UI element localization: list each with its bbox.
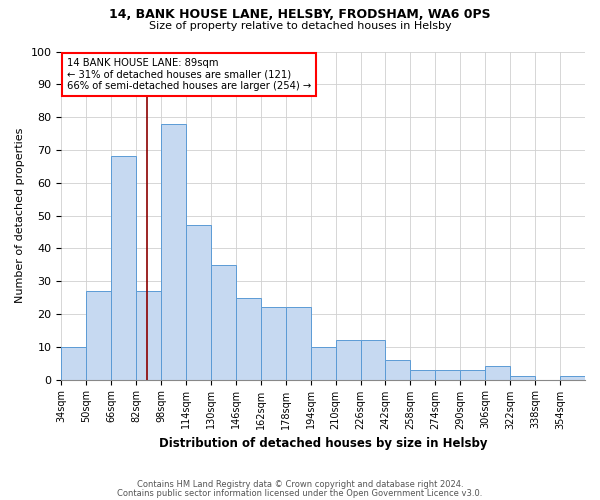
Text: Contains HM Land Registry data © Crown copyright and database right 2024.: Contains HM Land Registry data © Crown c… bbox=[137, 480, 463, 489]
Bar bbox=[460, 370, 485, 380]
Bar bbox=[361, 340, 385, 380]
Bar bbox=[385, 360, 410, 380]
Bar bbox=[510, 376, 535, 380]
Text: 14 BANK HOUSE LANE: 89sqm
← 31% of detached houses are smaller (121)
66% of semi: 14 BANK HOUSE LANE: 89sqm ← 31% of detac… bbox=[67, 58, 311, 92]
Bar bbox=[86, 291, 111, 380]
Bar bbox=[436, 370, 460, 380]
Bar bbox=[286, 308, 311, 380]
Bar bbox=[211, 264, 236, 380]
Bar bbox=[311, 347, 335, 380]
Bar bbox=[161, 124, 186, 380]
Bar bbox=[410, 370, 436, 380]
Bar bbox=[485, 366, 510, 380]
Text: Size of property relative to detached houses in Helsby: Size of property relative to detached ho… bbox=[149, 21, 451, 31]
Bar bbox=[186, 226, 211, 380]
Bar bbox=[111, 156, 136, 380]
Bar bbox=[261, 308, 286, 380]
X-axis label: Distribution of detached houses by size in Helsby: Distribution of detached houses by size … bbox=[159, 437, 487, 450]
Bar bbox=[335, 340, 361, 380]
Text: Contains public sector information licensed under the Open Government Licence v3: Contains public sector information licen… bbox=[118, 489, 482, 498]
Y-axis label: Number of detached properties: Number of detached properties bbox=[15, 128, 25, 303]
Bar bbox=[61, 347, 86, 380]
Bar bbox=[236, 298, 261, 380]
Text: 14, BANK HOUSE LANE, HELSBY, FRODSHAM, WA6 0PS: 14, BANK HOUSE LANE, HELSBY, FRODSHAM, W… bbox=[109, 8, 491, 20]
Bar bbox=[136, 291, 161, 380]
Bar bbox=[560, 376, 585, 380]
